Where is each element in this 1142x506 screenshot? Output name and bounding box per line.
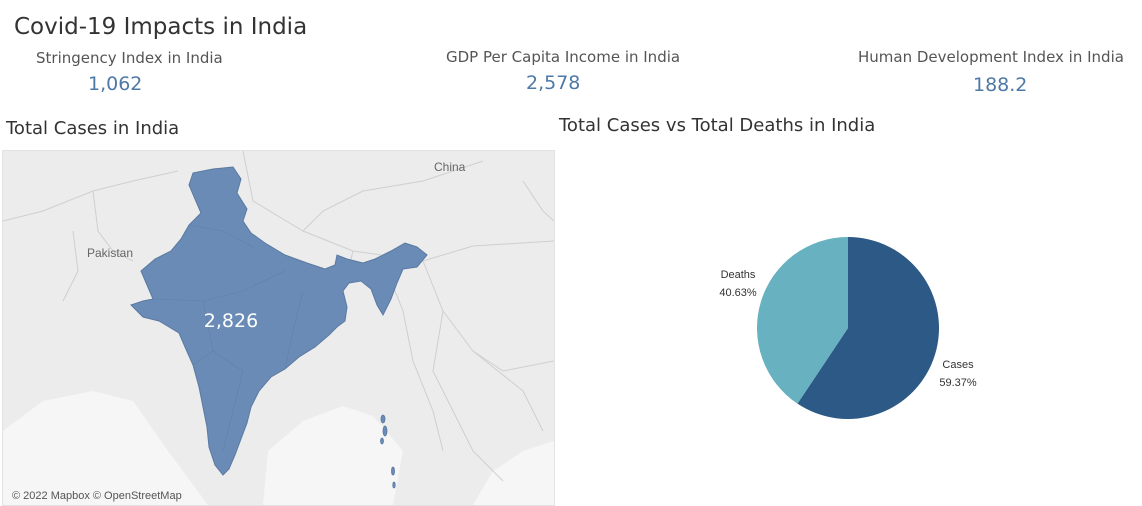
kpi-hdi-label: Human Development Index in India: [858, 48, 1124, 66]
kpi-gdp-label: GDP Per Capita Income in India: [446, 48, 681, 66]
pie-label-deaths-percent: 40.63%: [719, 287, 757, 299]
pie-label-cases-name: Cases: [942, 359, 974, 371]
state-borders: [152, 224, 304, 452]
map-borders: [3, 151, 554, 482]
map-svg[interactable]: China Pakistan 2,826: [3, 151, 554, 505]
map-sea: [3, 391, 208, 505]
map-panel[interactable]: China Pakistan 2,826 © 2022 Mapbox © Ope…: [2, 150, 555, 506]
pie-slice-deaths[interactable]: [757, 237, 848, 404]
pie-label-cases-percent: 59.37%: [939, 377, 977, 389]
map-label-pakistan: Pakistan: [87, 246, 133, 260]
map-sea-east: [473, 441, 554, 505]
pie-chart[interactable]: Deaths 40.63% Cases 59.37%: [690, 200, 1070, 460]
india-region[interactable]: [130, 166, 428, 476]
kpi-hdi-value[interactable]: 188.2: [973, 74, 1028, 96]
map-label-china: China: [434, 160, 466, 174]
pie-title: Total Cases vs Total Deaths in India: [559, 115, 876, 136]
pie-label-deaths-name: Deaths: [721, 269, 756, 281]
map-title: Total Cases in India: [6, 118, 180, 139]
dashboard-title: Covid-19 Impacts in India: [14, 14, 308, 40]
map-attribution[interactable]: © 2022 Mapbox © OpenStreetMap: [12, 490, 182, 502]
pie-slice-cases[interactable]: [797, 237, 939, 419]
map-value-label: 2,826: [204, 310, 258, 332]
kpi-stringency-value[interactable]: 1,062: [88, 73, 143, 95]
andaman-islands[interactable]: [380, 414, 396, 489]
kpi-gdp-value[interactable]: 2,578: [526, 72, 581, 94]
kpi-stringency-label: Stringency Index in India: [36, 49, 223, 67]
map-sea-bay: [263, 406, 403, 505]
